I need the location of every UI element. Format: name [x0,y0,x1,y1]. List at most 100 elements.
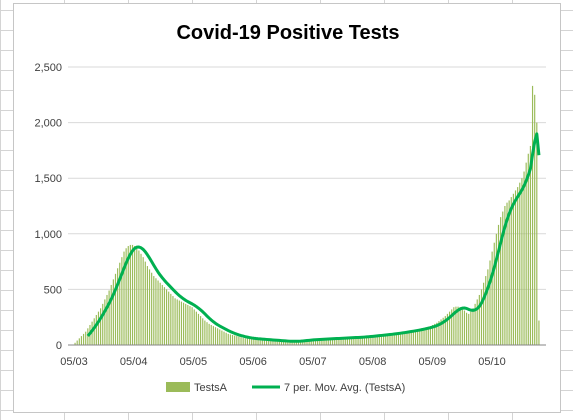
bar [185,303,187,345]
bar [534,94,536,345]
bar [385,334,387,345]
bar [529,145,532,345]
bar [136,248,138,345]
bar [93,318,95,345]
bar [78,338,80,345]
bar [348,337,351,345]
bar [200,316,202,345]
bar [144,261,146,345]
bar [212,326,214,345]
bar [238,336,240,345]
bar [293,341,295,345]
bar [146,266,148,345]
bar [489,260,491,345]
bar [419,328,421,345]
bar [151,272,153,345]
legend-label-line: 7 per. Mov. Avg. (TestsA) [284,382,405,394]
bar [138,250,140,345]
bar [161,284,163,345]
bar [380,334,383,345]
bar [210,324,212,345]
bar [285,341,287,345]
bar [459,307,461,345]
bar [365,336,368,345]
bar [325,338,327,345]
bar [372,335,374,345]
bar [453,307,455,345]
bar [204,320,206,345]
bar [227,333,229,345]
bar [214,327,217,345]
bar [265,340,268,345]
chart-container[interactable]: Covid-19 Positive Tests 0 500 1,000 1,500 2,… [13,3,561,413]
bar [487,269,489,345]
y-tick-label: 0 [56,340,62,352]
bar [408,330,410,345]
bar [287,341,289,345]
bar [82,333,85,345]
bar [491,251,493,345]
bar [514,190,517,345]
bar [242,337,244,345]
bar [97,311,100,345]
bar [268,340,270,345]
bar [353,337,355,345]
x-tick-label: 05/05 [180,356,208,368]
bar [521,178,523,345]
bar [370,335,372,345]
bar [336,338,338,345]
x-tick-label: 05/10 [478,356,506,368]
bar [357,337,359,345]
bar [106,294,108,345]
bar [270,340,272,345]
bar [502,211,504,345]
bar [221,330,223,345]
bar [340,337,342,345]
bar [402,331,404,345]
bar [485,276,487,345]
chart-svg: 0 500 1,000 1,500 2,000 2,500 05/03 05/04 05/05 0… [34,62,546,394]
bar [455,306,457,345]
y-tick-label: 1,500 [34,173,62,185]
bar [134,246,136,345]
bar [387,334,389,345]
bar [157,280,159,345]
gridlines [68,66,546,290]
x-tick-label: 05/06 [239,356,267,368]
bar-series-testsa [74,85,540,346]
chart-title: Covid-19 Positive Tests [176,22,400,44]
bar [361,336,363,345]
bar [140,253,142,345]
bar [327,338,329,345]
bar [131,244,134,345]
y-tick-label: 2,500 [34,62,62,74]
x-tick-label: 05/09 [419,356,447,368]
bar [476,299,478,345]
bar [114,273,117,345]
bar [236,336,238,345]
bar [295,341,297,345]
bar [440,319,442,345]
bar [308,339,310,345]
bar [189,306,191,345]
bar [444,316,446,345]
bar [378,334,380,345]
bar [417,329,419,345]
bar [355,337,357,345]
bar [180,301,183,345]
bar [434,323,436,345]
bar [276,340,278,345]
x-tick-label: 05/03 [60,356,88,368]
bar [257,339,259,345]
bar [104,299,106,345]
bar [100,308,102,345]
bar [495,233,497,345]
bar [317,339,319,345]
bar [87,328,89,345]
bar [423,327,425,345]
bar [331,338,334,345]
bar [229,334,231,345]
bar [259,339,261,345]
bar [474,303,476,345]
bar [165,289,168,345]
